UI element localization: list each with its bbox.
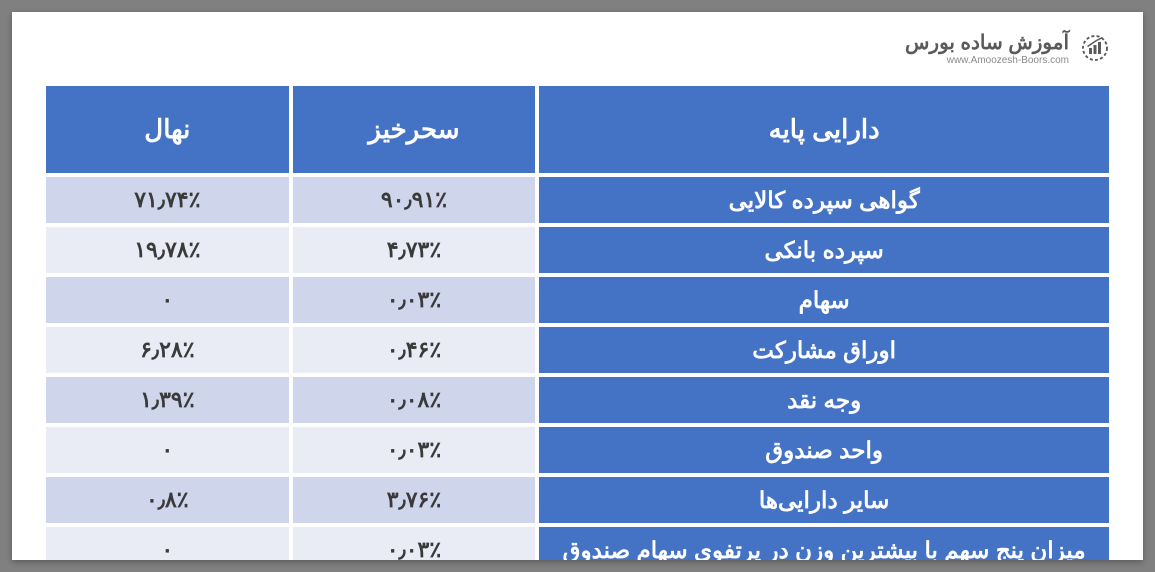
asset-table: دارایی پایه سحرخیز نهال گواهی سپرده کالا… bbox=[42, 82, 1113, 560]
table-row: سایر دارایی‌ها ۳٫۷۶٪ ۰٫۸٪ bbox=[46, 477, 1109, 523]
nahal-val: ۱٫۳۹٪ bbox=[46, 377, 289, 423]
nahal-val: ۰ bbox=[46, 527, 289, 560]
logo-block: آموزش ساده بورس www.Amoozesh-Boors.com bbox=[42, 30, 1113, 66]
saharkhiz-val: ۰٫۰۸٪ bbox=[293, 377, 536, 423]
table-body: گواهی سپرده کالایی ۹۰٫۹۱٪ ۷۱٫۷۴٪ سپرده ب… bbox=[46, 177, 1109, 560]
saharkhiz-val: ۰٫۰۳٪ bbox=[293, 277, 536, 323]
nahal-val: ۱۹٫۷۸٪ bbox=[46, 227, 289, 273]
page-card: آموزش ساده بورس www.Amoozesh-Boors.com د… bbox=[12, 12, 1143, 560]
nahal-val: ۷۱٫۷۴٪ bbox=[46, 177, 289, 223]
table-row: سهام ۰٫۰۳٪ ۰ bbox=[46, 277, 1109, 323]
table-row: میزان پنج سهم با بیشترین وزن در پرتفوی س… bbox=[46, 527, 1109, 560]
globe-chart-icon bbox=[1077, 30, 1113, 66]
logo-subtitle: www.Amoozesh-Boors.com bbox=[905, 55, 1069, 66]
saharkhiz-val: ۰٫۰۳٪ bbox=[293, 527, 536, 560]
col-header-nahal: نهال bbox=[46, 86, 289, 173]
table-row: وجه نقد ۰٫۰۸٪ ۱٫۳۹٪ bbox=[46, 377, 1109, 423]
col-header-saharkhiz: سحرخیز bbox=[293, 86, 536, 173]
nahal-val: ۰ bbox=[46, 427, 289, 473]
saharkhiz-val: ۰٫۰۳٪ bbox=[293, 427, 536, 473]
nahal-val: ۶٫۲۸٪ bbox=[46, 327, 289, 373]
table-row: واحد صندوق ۰٫۰۳٪ ۰ bbox=[46, 427, 1109, 473]
asset-name: گواهی سپرده کالایی bbox=[539, 177, 1109, 223]
saharkhiz-val: ۰٫۴۶٪ bbox=[293, 327, 536, 373]
saharkhiz-val: ۳٫۷۶٪ bbox=[293, 477, 536, 523]
table-row: گواهی سپرده کالایی ۹۰٫۹۱٪ ۷۱٫۷۴٪ bbox=[46, 177, 1109, 223]
table-row: اوراق مشارکت ۰٫۴۶٪ ۶٫۲۸٪ bbox=[46, 327, 1109, 373]
col-header-asset: دارایی پایه bbox=[539, 86, 1109, 173]
asset-name: واحد صندوق bbox=[539, 427, 1109, 473]
saharkhiz-val: ۹۰٫۹۱٪ bbox=[293, 177, 536, 223]
nahal-val: ۰ bbox=[46, 277, 289, 323]
table-header-row: دارایی پایه سحرخیز نهال bbox=[46, 86, 1109, 173]
asset-name: میزان پنج سهم با بیشترین وزن در پرتفوی س… bbox=[539, 527, 1109, 560]
table-row: سپرده بانکی ۴٫۷۳٪ ۱۹٫۷۸٪ bbox=[46, 227, 1109, 273]
asset-name: سپرده بانکی bbox=[539, 227, 1109, 273]
asset-name: وجه نقد bbox=[539, 377, 1109, 423]
nahal-val: ۰٫۸٪ bbox=[46, 477, 289, 523]
logo-title: آموزش ساده بورس bbox=[905, 30, 1069, 55]
asset-name: اوراق مشارکت bbox=[539, 327, 1109, 373]
asset-name: سهام bbox=[539, 277, 1109, 323]
saharkhiz-val: ۴٫۷۳٪ bbox=[293, 227, 536, 273]
asset-name: سایر دارایی‌ها bbox=[539, 477, 1109, 523]
logo-text: آموزش ساده بورس www.Amoozesh-Boors.com bbox=[905, 30, 1069, 66]
